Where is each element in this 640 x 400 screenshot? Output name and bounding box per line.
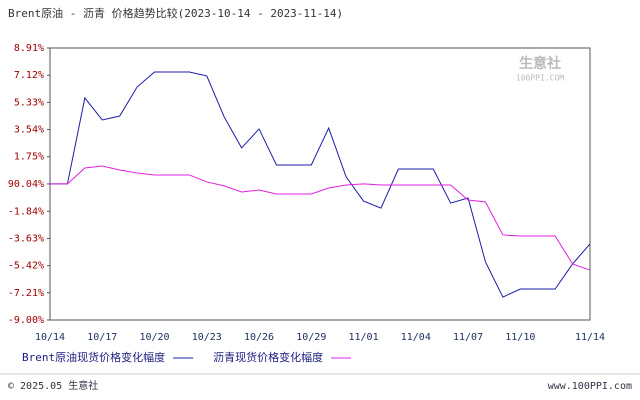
y-tick-label: 8.91% [14, 43, 44, 54]
series-line [50, 71, 591, 298]
y-tick-label: 3.54% [14, 125, 44, 136]
watermark: 生意社 [519, 55, 561, 72]
x-tick-label: 10/20 [139, 332, 169, 343]
x-tick-label: 11/14 [575, 332, 605, 343]
series-line [50, 165, 591, 271]
legend-label: 沥青现货价格变化幅度 [213, 350, 323, 364]
legend-label: Brent原油现货价格变化幅度 [22, 350, 165, 364]
x-tick-label: 11/07 [453, 332, 483, 343]
y-tick-label: 7.12% [14, 70, 44, 81]
x-tick-label: 10/23 [192, 332, 222, 343]
x-tick-label: 11/10 [505, 332, 535, 343]
watermark: 100PPI.COM [516, 74, 564, 83]
y-tick-label: 90.04% [8, 179, 44, 190]
x-tick-label: 10/29 [296, 332, 326, 343]
chart-title: Brent原油 - 沥青 价格趋势比较(2023-10-14 - 2023-11… [8, 6, 343, 20]
y-tick-label: 1.75% [14, 152, 44, 163]
y-tick-label: -3.63% [8, 233, 44, 244]
x-tick-label: 10/26 [244, 332, 274, 343]
y-tick-label: -1.84% [8, 206, 44, 217]
y-tick-label: -9.00% [8, 315, 44, 326]
x-tick-label: 10/14 [35, 332, 65, 343]
y-tick-label: -7.21% [8, 288, 44, 299]
y-tick-label: -5.42% [8, 261, 44, 272]
x-tick-label: 11/01 [348, 332, 378, 343]
x-tick-label: 11/04 [401, 332, 431, 343]
y-tick-label: 5.33% [14, 97, 44, 108]
footer-site: www.100PPI.com [548, 381, 632, 392]
footer-copyright: © 2025.05 生意社 [8, 379, 98, 392]
x-tick-label: 10/17 [87, 332, 117, 343]
